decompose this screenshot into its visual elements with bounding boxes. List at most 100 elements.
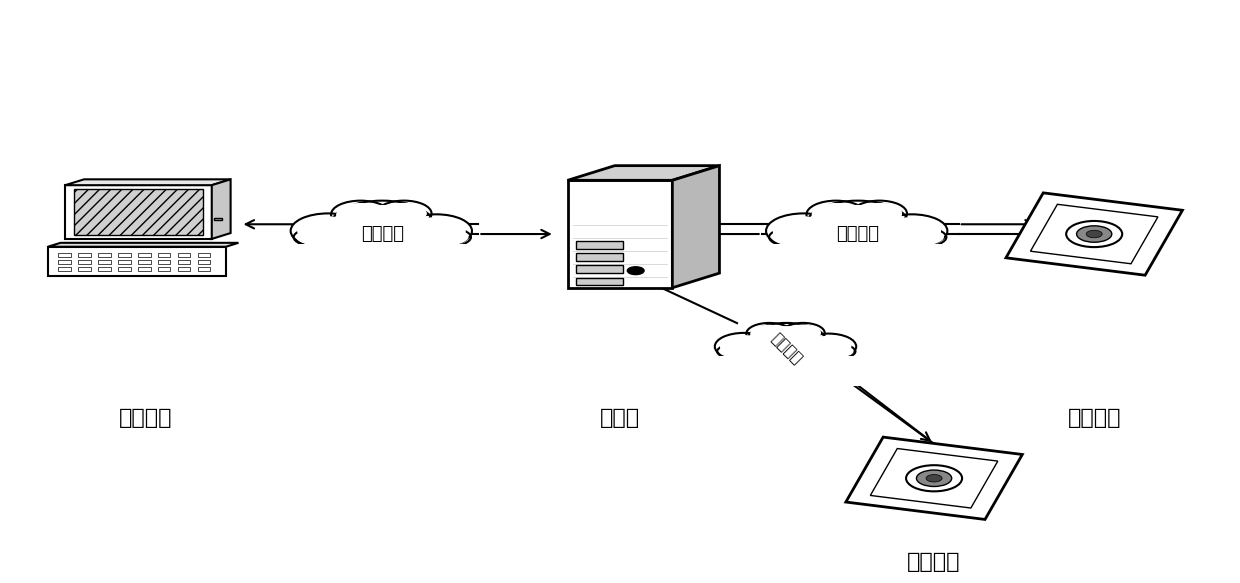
Circle shape	[754, 326, 820, 357]
FancyBboxPatch shape	[749, 244, 966, 282]
Circle shape	[340, 205, 424, 244]
FancyBboxPatch shape	[58, 267, 71, 271]
Circle shape	[714, 333, 774, 360]
Circle shape	[720, 335, 768, 358]
Circle shape	[1086, 230, 1102, 238]
FancyBboxPatch shape	[577, 265, 624, 273]
Circle shape	[773, 216, 835, 245]
Circle shape	[766, 213, 841, 248]
Circle shape	[377, 201, 432, 226]
FancyBboxPatch shape	[702, 356, 870, 386]
Circle shape	[806, 201, 866, 228]
FancyBboxPatch shape	[213, 218, 222, 220]
Polygon shape	[846, 437, 1022, 519]
Circle shape	[785, 325, 821, 341]
Ellipse shape	[771, 222, 944, 252]
Circle shape	[816, 205, 900, 244]
Polygon shape	[672, 166, 719, 288]
Text: 网络连接: 网络连接	[768, 331, 805, 367]
FancyBboxPatch shape	[138, 267, 150, 271]
Circle shape	[883, 217, 941, 244]
FancyBboxPatch shape	[568, 180, 672, 288]
FancyBboxPatch shape	[78, 267, 91, 271]
Ellipse shape	[717, 338, 856, 365]
Circle shape	[781, 323, 825, 343]
Polygon shape	[568, 166, 719, 180]
Polygon shape	[870, 448, 998, 508]
Circle shape	[382, 203, 427, 224]
Circle shape	[812, 203, 861, 226]
FancyBboxPatch shape	[177, 260, 190, 264]
FancyBboxPatch shape	[58, 252, 71, 257]
FancyBboxPatch shape	[138, 252, 150, 257]
Circle shape	[857, 203, 901, 224]
FancyBboxPatch shape	[66, 185, 212, 239]
Circle shape	[290, 213, 366, 248]
FancyBboxPatch shape	[98, 252, 110, 257]
Polygon shape	[212, 180, 231, 239]
FancyBboxPatch shape	[577, 253, 624, 261]
Circle shape	[806, 201, 909, 248]
Circle shape	[750, 325, 789, 342]
Circle shape	[801, 333, 856, 359]
FancyBboxPatch shape	[177, 267, 190, 271]
Text: 网络连接: 网络连接	[361, 225, 404, 243]
Circle shape	[857, 203, 901, 224]
FancyBboxPatch shape	[577, 241, 624, 249]
FancyBboxPatch shape	[177, 252, 190, 257]
Circle shape	[852, 201, 906, 226]
FancyBboxPatch shape	[197, 252, 211, 257]
Circle shape	[877, 215, 947, 247]
FancyBboxPatch shape	[157, 267, 170, 271]
FancyBboxPatch shape	[274, 244, 491, 282]
Circle shape	[806, 336, 851, 357]
Circle shape	[1066, 221, 1122, 247]
Text: 车载设备: 车载设备	[908, 552, 961, 571]
Circle shape	[806, 336, 851, 357]
Text: 服务器: 服务器	[600, 408, 640, 428]
Circle shape	[336, 203, 384, 226]
Circle shape	[773, 216, 835, 245]
Circle shape	[331, 201, 391, 228]
Circle shape	[1076, 226, 1112, 243]
Circle shape	[382, 203, 427, 224]
Circle shape	[916, 470, 951, 486]
Polygon shape	[66, 180, 231, 185]
FancyBboxPatch shape	[157, 260, 170, 264]
Circle shape	[298, 216, 358, 245]
FancyBboxPatch shape	[157, 252, 170, 257]
FancyBboxPatch shape	[58, 260, 71, 264]
Polygon shape	[48, 243, 238, 247]
Circle shape	[408, 217, 465, 244]
Circle shape	[746, 323, 826, 360]
Circle shape	[906, 465, 962, 491]
Ellipse shape	[296, 222, 469, 252]
Circle shape	[331, 201, 434, 248]
Circle shape	[340, 205, 424, 244]
FancyBboxPatch shape	[78, 260, 91, 264]
Circle shape	[746, 323, 792, 345]
Text: 电子设备: 电子设备	[119, 408, 172, 428]
Circle shape	[812, 203, 861, 226]
FancyBboxPatch shape	[48, 247, 226, 276]
FancyBboxPatch shape	[138, 260, 150, 264]
Circle shape	[720, 335, 768, 358]
Circle shape	[298, 216, 358, 245]
FancyBboxPatch shape	[577, 278, 624, 285]
FancyBboxPatch shape	[118, 260, 130, 264]
FancyBboxPatch shape	[98, 260, 110, 264]
Ellipse shape	[294, 220, 471, 255]
Text: 网络连接: 网络连接	[836, 225, 879, 243]
Circle shape	[401, 215, 472, 247]
Polygon shape	[1006, 193, 1183, 275]
Circle shape	[750, 325, 789, 342]
Ellipse shape	[719, 340, 853, 363]
FancyBboxPatch shape	[197, 267, 211, 271]
Circle shape	[926, 475, 942, 482]
Ellipse shape	[769, 220, 946, 255]
Circle shape	[336, 203, 384, 226]
FancyBboxPatch shape	[98, 267, 110, 271]
FancyBboxPatch shape	[118, 252, 130, 257]
Circle shape	[408, 217, 465, 244]
Circle shape	[627, 267, 644, 275]
